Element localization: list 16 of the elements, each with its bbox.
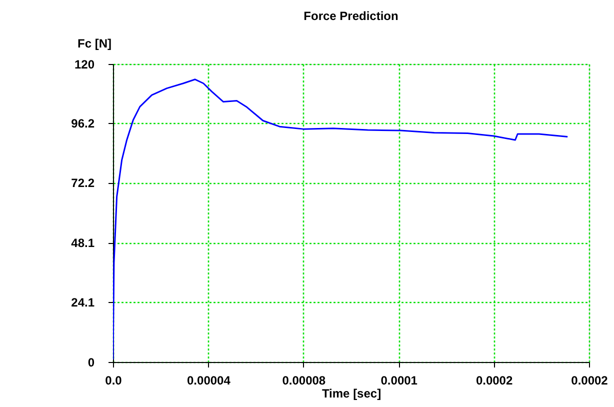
y-tick-label: 120 (74, 58, 95, 72)
chart-title: Force Prediction (304, 9, 398, 23)
x-axis-title: Time [sec] (322, 386, 382, 400)
y-tick-label: 48.1 (71, 236, 95, 250)
y-axis-title: Fc [N] (78, 36, 112, 50)
y-tick-label: 96.2 (71, 116, 95, 131)
x-tick-label: 0.0 (105, 374, 122, 388)
x-tick-label: 0.00008 (282, 374, 326, 388)
y-tick-label: 0 (88, 356, 95, 370)
x-tick-label: 0.00004 (187, 374, 231, 388)
x-tick-label: 0.0002 (571, 374, 608, 388)
x-tick-label: 0.0002 (476, 374, 513, 388)
x-tick-label: 0.0001 (380, 374, 418, 388)
y-tick-label: 72.2 (71, 176, 95, 190)
line-series (113, 78, 568, 360)
y-tick-label: 24.1 (71, 296, 95, 310)
